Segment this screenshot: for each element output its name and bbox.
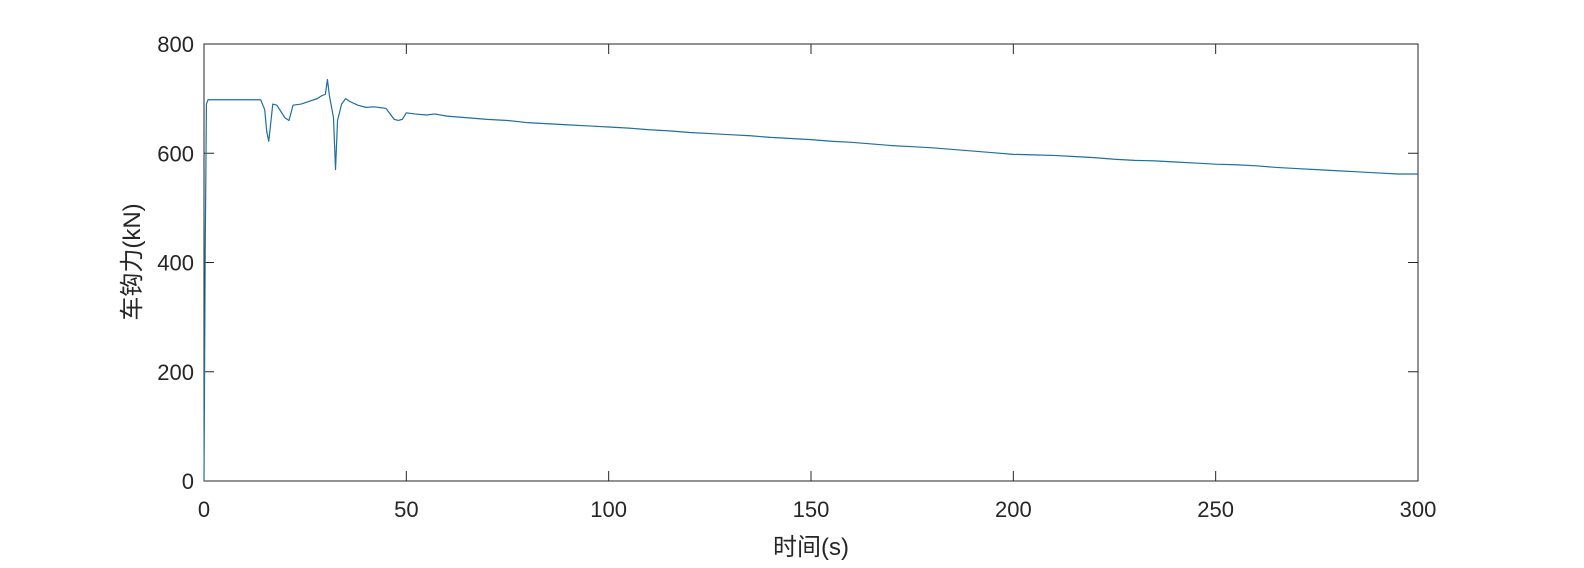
y-tick-label: 0	[182, 469, 194, 494]
y-tick-label: 200	[157, 360, 194, 385]
plot-area	[203, 43, 1419, 482]
x-tick-label: 0	[198, 497, 210, 522]
axis-ticks	[203, 43, 1419, 482]
y-tick-label: 400	[157, 251, 194, 276]
series-layer	[203, 78, 1418, 482]
x-axis-label: 时间(s)	[773, 534, 849, 561]
x-tick-label: 100	[590, 497, 627, 522]
x-tick-label: 300	[1400, 497, 1437, 522]
series-line	[203, 78, 1418, 482]
x-tick-label: 50	[394, 497, 418, 522]
axis-tick-labels: 0 50 100 150 200 250 300 0 200 400 600 800	[157, 32, 1436, 522]
y-tick-label: 600	[157, 141, 194, 166]
y-tick-label: 800	[157, 32, 194, 57]
x-tick-label: 250	[1197, 497, 1234, 522]
x-tick-label: 150	[793, 497, 830, 522]
x-tick-label: 200	[995, 497, 1032, 522]
y-axis-label: 车钩力(kN)	[119, 203, 146, 320]
